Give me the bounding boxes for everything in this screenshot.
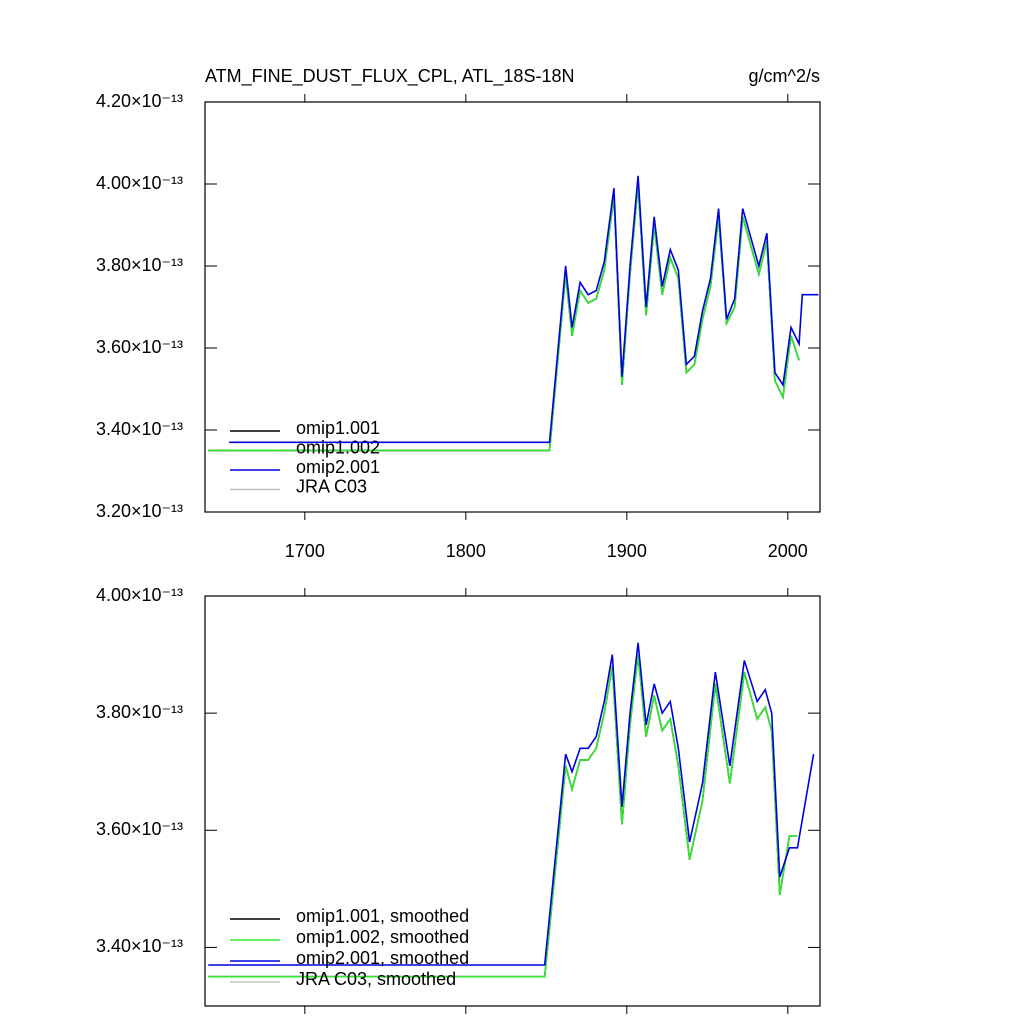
y-tick-label: 3.80×10⁻¹³ xyxy=(96,702,183,722)
plot-frame xyxy=(204,101,821,513)
y-tick-label: 3.40×10⁻¹³ xyxy=(96,936,183,956)
y-tick-label: 3.60×10⁻¹³ xyxy=(96,337,183,357)
y-tick-label: 4.00×10⁻¹³ xyxy=(96,585,183,605)
legend-label: omip2.001, smoothed xyxy=(296,948,469,968)
legend-label: JRA C03 xyxy=(296,476,367,496)
series-line xyxy=(208,654,798,978)
x-tick-label: 1900 xyxy=(607,541,647,561)
x-tick-label: 2000 xyxy=(768,541,808,561)
plot-frame xyxy=(204,595,821,1007)
series-line xyxy=(229,175,819,444)
legend-label: omip1.002, smoothed xyxy=(296,927,469,947)
x-tick-label: 1800 xyxy=(446,541,486,561)
series-line xyxy=(208,183,800,452)
y-tick-label: 3.20×10⁻¹³ xyxy=(96,501,183,521)
legend-label: omip1.001, smoothed xyxy=(296,906,469,926)
legend-label: omip1.002 xyxy=(296,437,380,457)
series-line xyxy=(208,183,800,452)
y-tick-label: 3.40×10⁻¹³ xyxy=(96,419,183,439)
chart-title: ATM_FINE_DUST_FLUX_CPL, ATL_18S-18N xyxy=(205,66,574,87)
series-line xyxy=(208,642,815,966)
legend-label: JRA C03, smoothed xyxy=(296,969,456,989)
y-tick-label: 3.80×10⁻¹³ xyxy=(96,255,183,275)
y-tick-label: 4.00×10⁻¹³ xyxy=(96,173,183,193)
legend-label: omip1.001 xyxy=(296,418,380,438)
x-tick-label: 1700 xyxy=(285,541,325,561)
y-tick-label: 3.60×10⁻¹³ xyxy=(96,819,183,839)
units-label: g/cm^2/s xyxy=(749,66,820,86)
y-tick-label: 4.20×10⁻¹³ xyxy=(96,91,183,111)
legend-label: omip2.001 xyxy=(296,457,380,477)
